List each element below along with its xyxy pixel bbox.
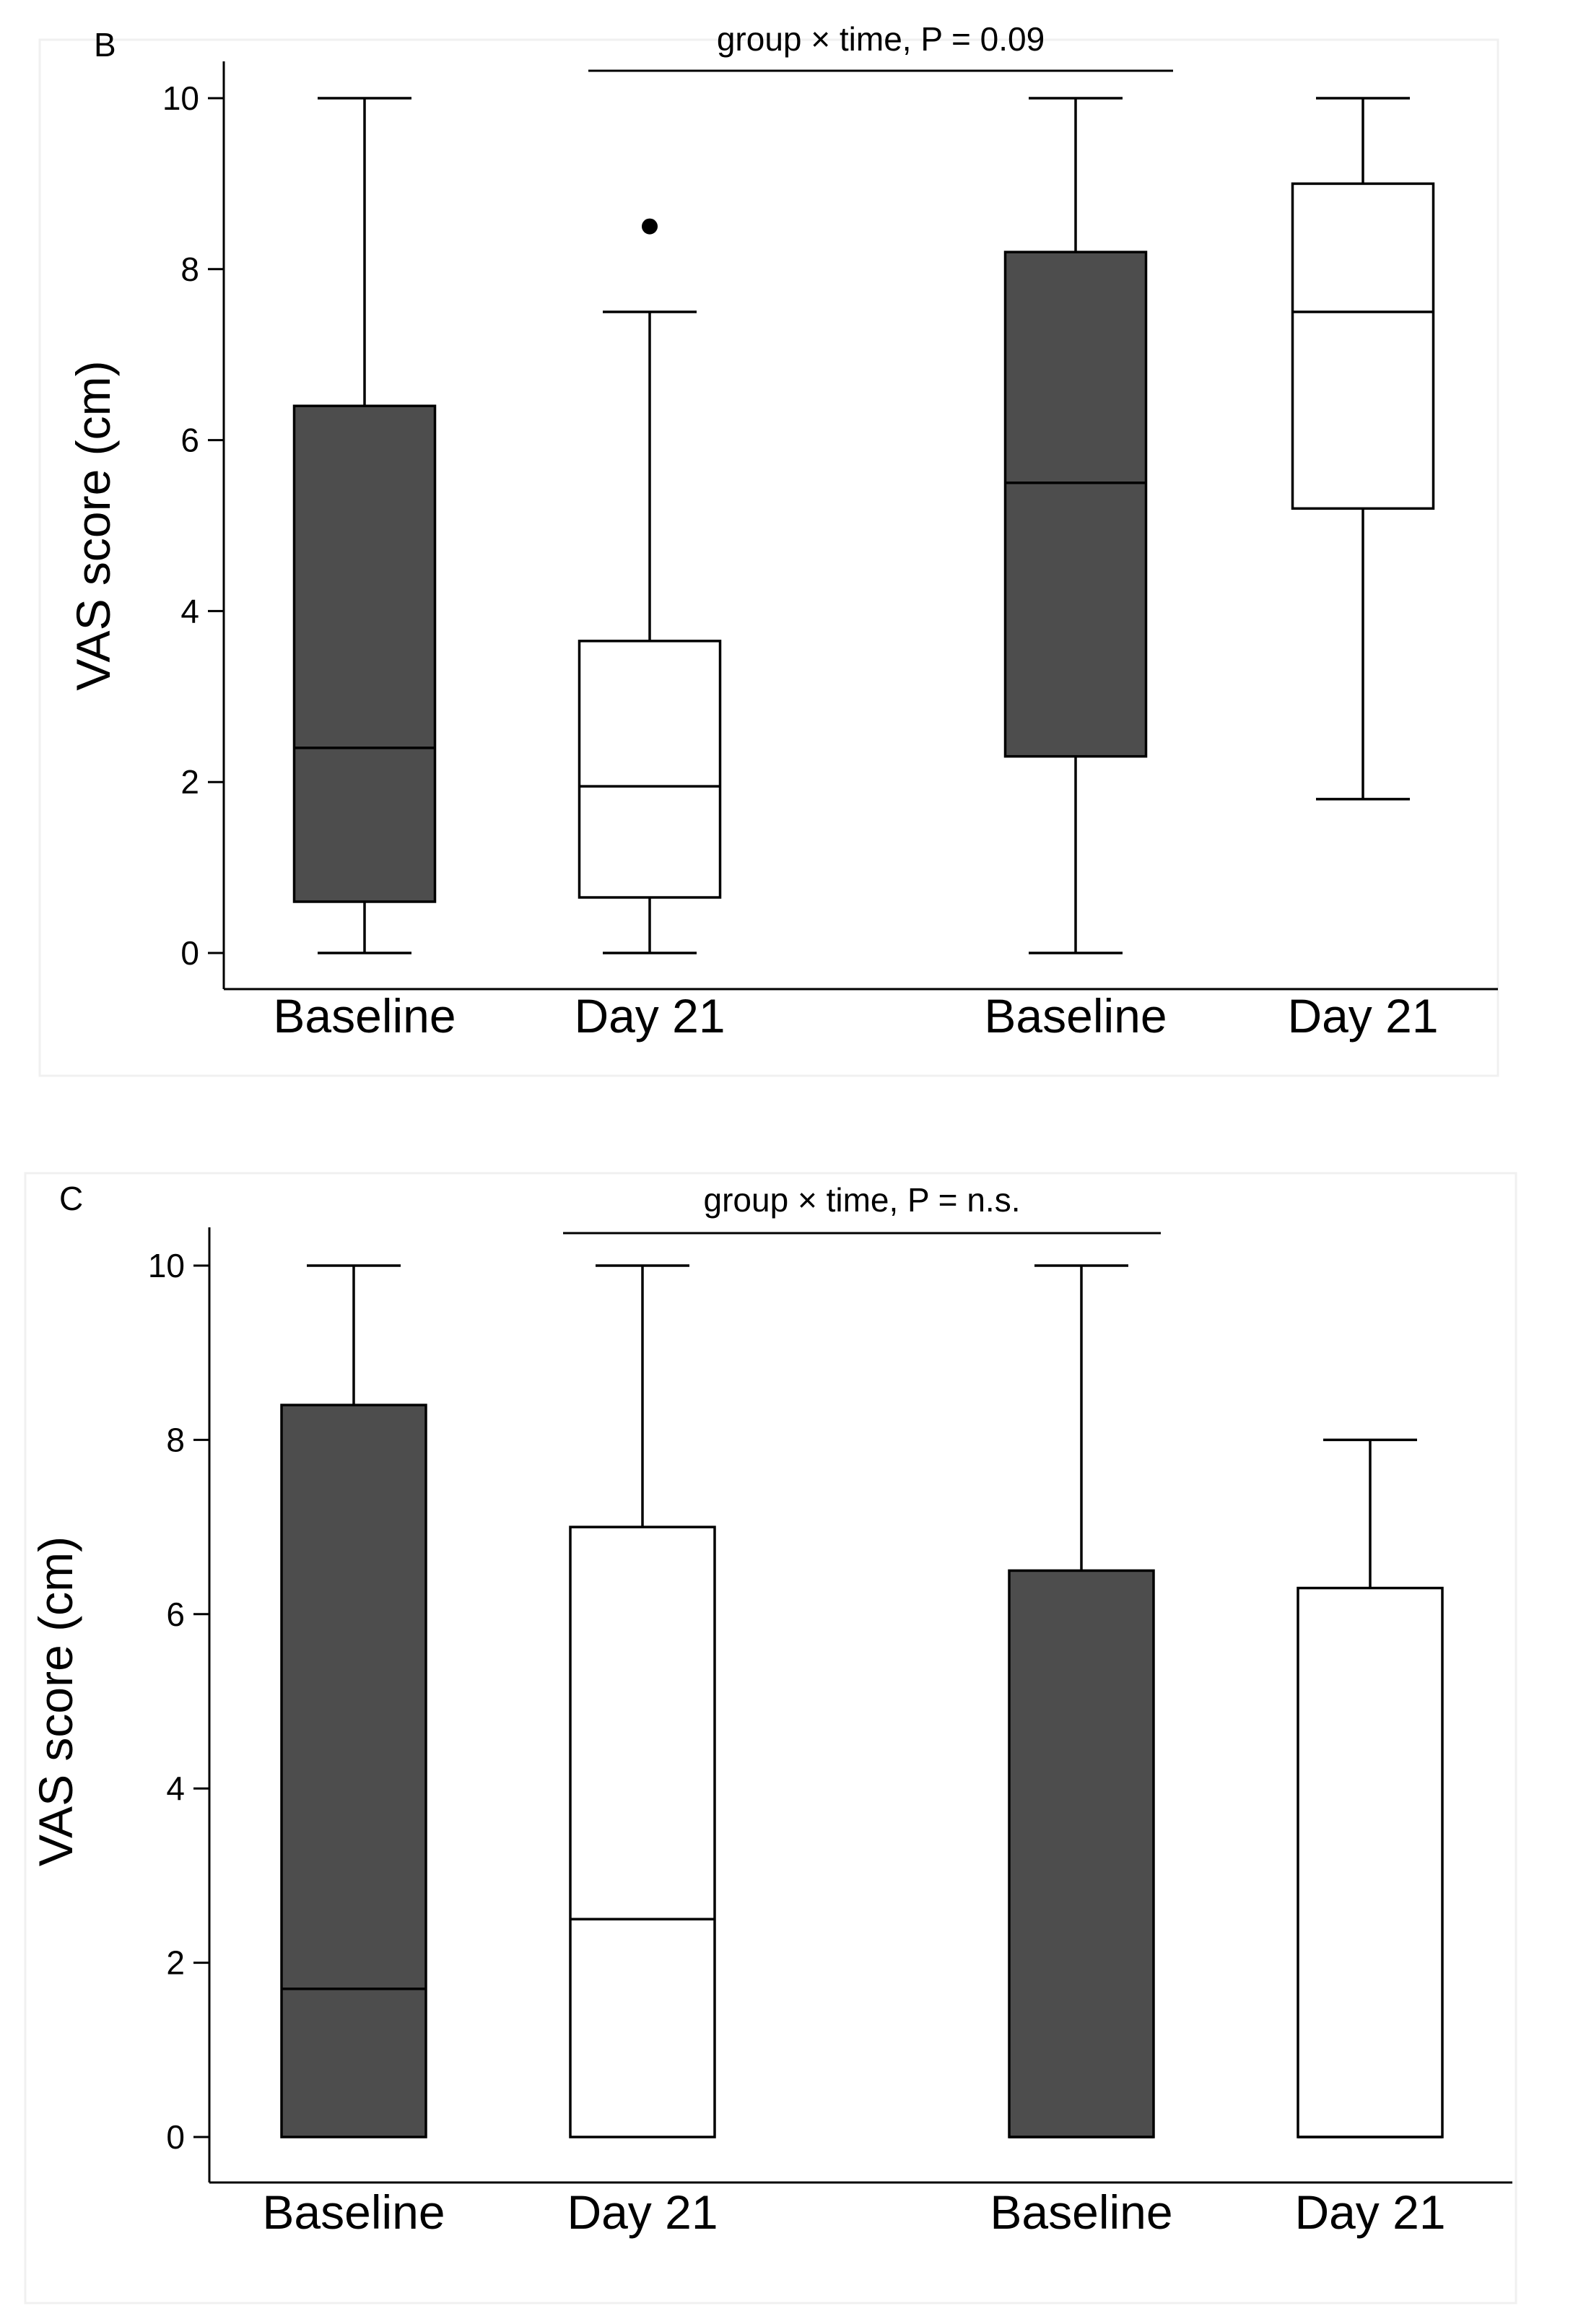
y-tick-label: 4 [166, 1770, 185, 1807]
box-group [1291, 97, 1435, 801]
category-label: Day 21 [567, 2185, 718, 2239]
y-tick-label: 6 [180, 422, 199, 459]
box-group [1003, 97, 1148, 954]
category-label: Baseline [990, 2185, 1172, 2239]
category-label: Baseline [984, 989, 1167, 1043]
box-iqr [1291, 182, 1435, 510]
box-iqr [578, 640, 722, 899]
box-group [1297, 1438, 1444, 2138]
y-tick-label: 2 [180, 763, 199, 801]
y-axis-label: VAS score (cm) [29, 1536, 82, 1866]
box-group [292, 97, 437, 954]
y-tick-label: 10 [162, 79, 199, 117]
box-iqr [1003, 251, 1148, 758]
panel-letter: C [59, 1180, 83, 1217]
box-iqr [292, 404, 437, 903]
y-tick-label: 8 [166, 1421, 185, 1458]
y-tick-label: 0 [166, 2118, 185, 2156]
box-group [569, 1264, 716, 2138]
y-tick-label: 2 [166, 1944, 185, 1982]
outlier-point [642, 218, 658, 235]
y-tick-label: 8 [180, 251, 199, 288]
category-label: Day 21 [1294, 2185, 1445, 2239]
panel-letter: B [94, 26, 116, 64]
box-iqr [1297, 1586, 1444, 2138]
y-tick-label: 0 [180, 934, 199, 972]
box-iqr [1008, 1569, 1155, 2138]
category-label: Day 21 [1287, 989, 1438, 1043]
y-tick-label: 4 [180, 592, 199, 630]
category-label: Baseline [273, 989, 456, 1043]
annotation-label: group × time, P = 0.09 [717, 20, 1045, 58]
category-label: Day 21 [574, 989, 725, 1043]
box-group [1008, 1264, 1155, 2138]
box-iqr [569, 1526, 716, 2138]
y-tick-label: 6 [166, 1596, 185, 1633]
y-tick-label: 10 [148, 1247, 185, 1284]
box-group [280, 1264, 427, 2138]
annotation-label: group × time, P = n.s. [704, 1181, 1021, 1219]
panel-frame [38, 38, 1499, 1077]
category-label: Baseline [262, 2185, 445, 2239]
panel-frame [24, 1172, 1517, 2305]
box-iqr [280, 1403, 427, 2138]
y-axis-label: VAS score (cm) [66, 360, 120, 690]
box-group [578, 218, 722, 954]
